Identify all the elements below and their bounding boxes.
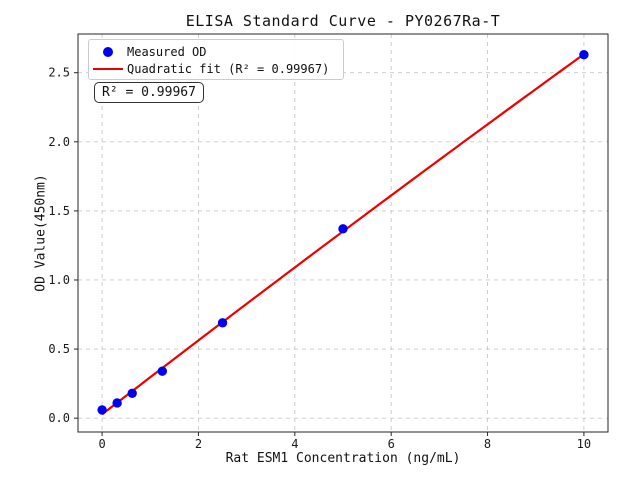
x-tick-label: 8 — [484, 437, 491, 451]
x-tick-label: 0 — [98, 437, 105, 451]
data-point — [157, 366, 168, 376]
x-tick-label: 2 — [195, 437, 202, 451]
data-point — [127, 388, 137, 399]
chart-title: ELISA Standard Curve - PY0267Ra-T — [185, 12, 501, 30]
data-point — [112, 398, 122, 408]
legend-marker-cell — [89, 46, 127, 57]
y-axis-label: OD Value(450nm) — [33, 174, 49, 292]
data-point — [579, 50, 589, 60]
data-point — [338, 224, 348, 234]
y-tick-label: 2.5 — [48, 66, 70, 80]
x-axis-label: Rat ESM1 Concentration (ng/mL) — [225, 451, 461, 466]
data-point — [217, 318, 228, 328]
y-tick-label: 0.5 — [48, 342, 70, 356]
scatter-dot-icon — [103, 46, 113, 57]
data-point — [97, 405, 107, 415]
x-tick-label: 4 — [291, 437, 298, 451]
legend-item-measured-od: Measured OD — [89, 43, 343, 60]
r-squared-annotation: R² = 0.99967 — [94, 82, 204, 103]
legend-item-quadratic-fit: Quadratic fit (R² = 0.99967) — [89, 60, 343, 77]
x-tick-label: 6 — [388, 437, 395, 451]
legend-marker-cell — [89, 67, 127, 70]
fit-line-icon — [93, 67, 123, 70]
legend-label-measured-od: Measured OD — [127, 44, 207, 59]
legend-label-quadratic-fit: Quadratic fit (R² = 0.99967) — [127, 61, 330, 76]
y-tick-label: 1.5 — [48, 204, 70, 218]
x-tick-label: 10 — [577, 437, 591, 451]
legend: Measured OD Quadratic fit (R² = 0.99967) — [88, 39, 344, 80]
quadratic-fit-line — [101, 53, 585, 416]
y-tick-label: 2.0 — [48, 135, 70, 149]
y-tick-label: 0.0 — [48, 411, 70, 425]
y-tick-label: 1.0 — [48, 273, 70, 287]
axes-spines — [77, 33, 609, 433]
